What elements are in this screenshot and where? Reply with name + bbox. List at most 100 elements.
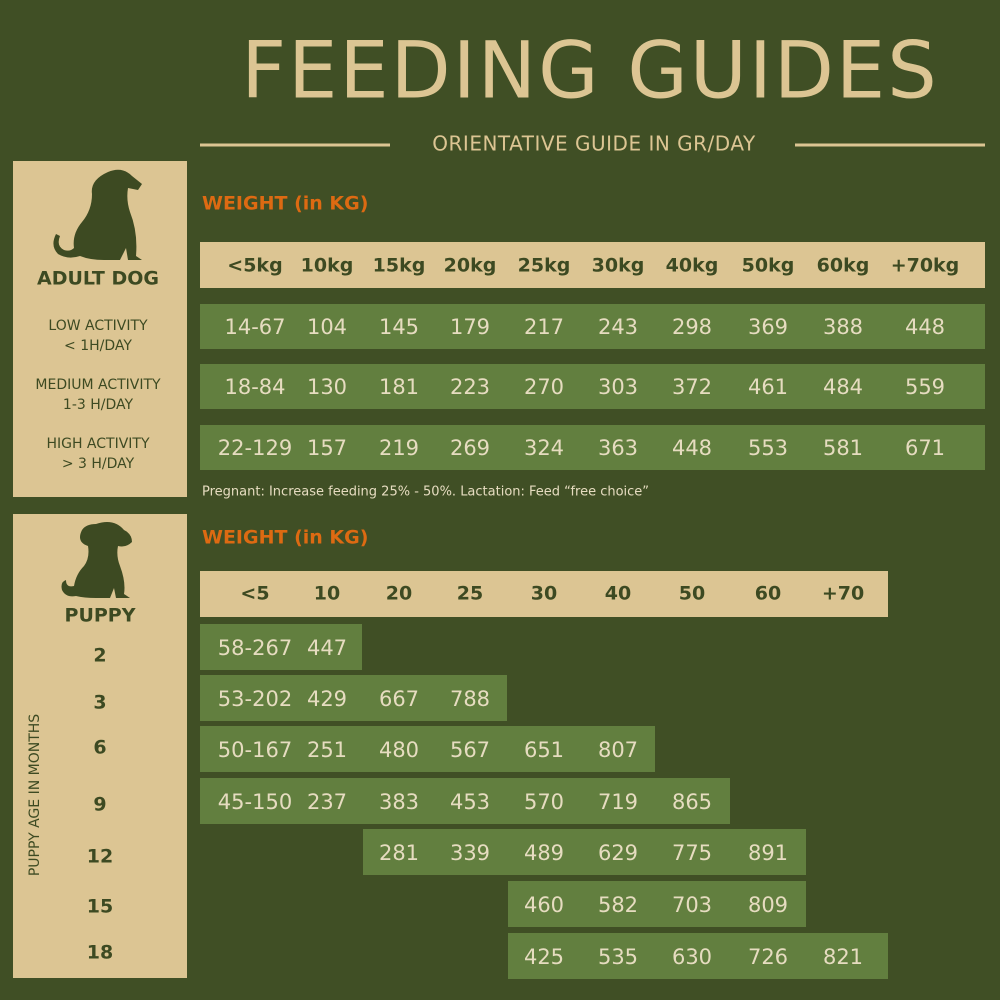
duration: > 3 H/DAY <box>62 456 135 472</box>
cell: 22-129 <box>218 436 292 460</box>
cell: 223 <box>450 375 490 399</box>
cell: 570 <box>524 790 564 814</box>
cell: 460 <box>524 893 564 917</box>
cell: 582 <box>598 893 638 917</box>
cell: 58-267 <box>218 636 292 660</box>
age: 12 <box>87 846 113 868</box>
title: FEEDING GUIDES <box>241 26 938 116</box>
age: 3 <box>93 692 106 714</box>
column-header: 40kg <box>666 255 719 277</box>
header-bar <box>200 242 985 288</box>
cell: 567 <box>450 738 490 762</box>
cell: 581 <box>823 436 863 460</box>
subtitle: ORIENTATIVE GUIDE IN GR/DAY <box>432 132 756 156</box>
cell: 891 <box>748 841 788 865</box>
cell: 453 <box>450 790 490 814</box>
column-header: +70 <box>822 583 864 605</box>
column-header: 40 <box>605 583 631 605</box>
cell: 179 <box>450 315 490 339</box>
age: 2 <box>93 645 106 667</box>
cell: 181 <box>379 375 419 399</box>
row-bar <box>508 881 806 927</box>
cell: 671 <box>905 436 945 460</box>
column-header: <5 <box>240 583 269 605</box>
cell: 269 <box>450 436 490 460</box>
cell: 237 <box>307 790 347 814</box>
cell: 363 <box>598 436 638 460</box>
cell: 104 <box>307 315 347 339</box>
activity: HIGH ACTIVITY <box>46 436 150 452</box>
cell: 448 <box>672 436 712 460</box>
age: 6 <box>93 737 106 759</box>
cell: 651 <box>524 738 564 762</box>
cell: 251 <box>307 738 347 762</box>
adult-dog-icon <box>53 169 142 260</box>
column-header: 25 <box>457 583 483 605</box>
cell: 219 <box>379 436 419 460</box>
cell: 461 <box>748 375 788 399</box>
age: 15 <box>87 896 113 918</box>
cell: 53-202 <box>218 687 292 711</box>
age: 9 <box>93 794 106 816</box>
column-header: 20 <box>386 583 412 605</box>
column-header: 50 <box>679 583 705 605</box>
cell: 372 <box>672 375 712 399</box>
row-bar <box>200 364 985 409</box>
cell: 807 <box>598 738 638 762</box>
row-bar <box>200 778 730 824</box>
row-bar <box>200 726 655 772</box>
cell: 447 <box>307 636 347 660</box>
note: Pregnant: Increase feeding 25% - 50%. La… <box>202 485 649 500</box>
column-header: <5kg <box>227 255 282 277</box>
row-bar <box>200 425 985 470</box>
puppy-icon <box>61 522 132 598</box>
cell: 535 <box>598 945 638 969</box>
cell: 719 <box>598 790 638 814</box>
cell: 339 <box>450 841 490 865</box>
cell: 270 <box>524 375 564 399</box>
row-bar <box>363 829 806 875</box>
cell: 298 <box>672 315 712 339</box>
duration: < 1H/DAY <box>64 338 132 354</box>
weight-label: WEIGHT (in KG) <box>202 527 368 549</box>
column-header: 10kg <box>301 255 354 277</box>
cell: 145 <box>379 315 419 339</box>
column-header: 60 <box>755 583 781 605</box>
row-bar <box>508 933 888 979</box>
duration: 1-3 H/DAY <box>63 397 134 413</box>
column-header: 50kg <box>742 255 795 277</box>
puppy-label: PUPPY <box>65 605 136 627</box>
cell: 821 <box>823 945 863 969</box>
cell: 553 <box>748 436 788 460</box>
column-header: 30kg <box>592 255 645 277</box>
cell: 484 <box>823 375 863 399</box>
row-bar <box>200 624 362 670</box>
cell: 50-167 <box>218 738 292 762</box>
cell: 425 <box>524 945 564 969</box>
column-header: +70kg <box>891 255 960 277</box>
cell: 629 <box>598 841 638 865</box>
cell: 303 <box>598 375 638 399</box>
cell: 809 <box>748 893 788 917</box>
cell: 217 <box>524 315 564 339</box>
cell: 388 <box>823 315 863 339</box>
cell: 703 <box>672 893 712 917</box>
row-bar <box>200 675 507 721</box>
adult-label: ADULT DOG <box>37 268 159 290</box>
cell: 281 <box>379 841 419 865</box>
cell: 775 <box>672 841 712 865</box>
row-bar <box>200 304 985 349</box>
cell: 480 <box>379 738 419 762</box>
column-header: 15kg <box>373 255 426 277</box>
cell: 788 <box>450 687 490 711</box>
column-header: 25kg <box>518 255 571 277</box>
activity: LOW ACTIVITY <box>48 318 148 334</box>
cell: 383 <box>379 790 419 814</box>
cell: 667 <box>379 687 419 711</box>
age: 18 <box>87 942 113 964</box>
activity: MEDIUM ACTIVITY <box>35 377 161 393</box>
column-header: 30 <box>531 583 557 605</box>
cell: 243 <box>598 315 638 339</box>
cell: 369 <box>748 315 788 339</box>
